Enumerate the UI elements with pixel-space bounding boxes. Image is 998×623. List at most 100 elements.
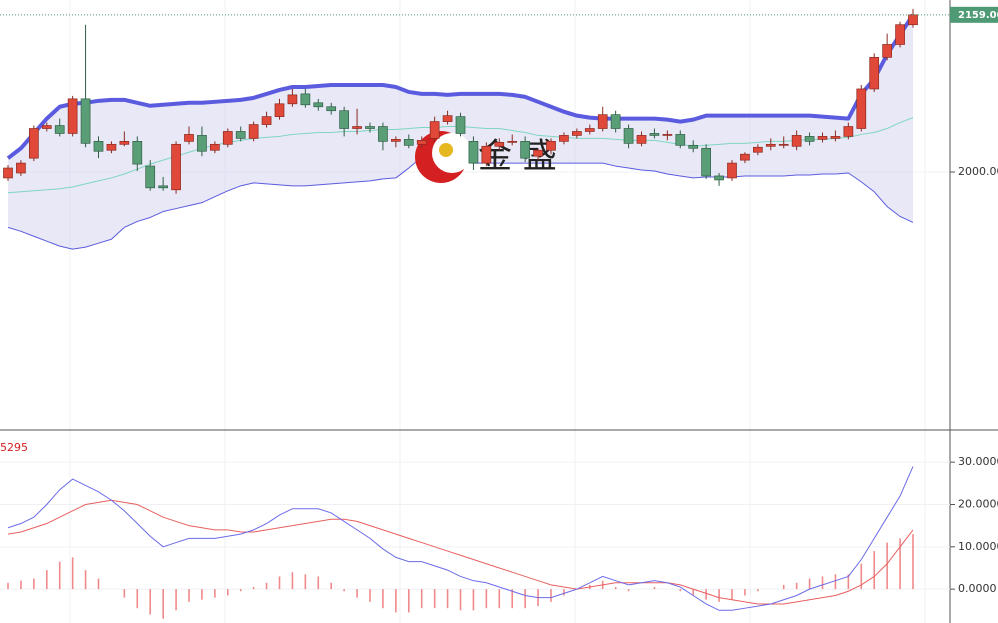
histogram-bar [175,589,177,611]
candle-body [41,125,52,129]
candle-body [54,125,65,134]
histogram-bar [265,582,268,590]
histogram-bar [291,572,294,590]
candle-body [145,165,156,189]
candle-body [119,141,130,145]
histogram-bar [123,589,126,598]
histogram-bar [472,589,475,611]
candle-body [675,134,686,146]
candle-body [584,128,595,132]
candle-body [248,124,259,139]
y-tick-label: 20.0000 [958,497,998,510]
candle-body [714,175,724,181]
candle-body [80,98,91,144]
candle-body [403,139,414,146]
candle-body [559,135,569,142]
candle-body [235,131,246,139]
candle-body [365,126,375,129]
histogram-bar [278,576,281,590]
candle-body [830,136,841,139]
histogram-bar [45,570,48,590]
histogram-bar [97,578,100,590]
candle-body [546,141,556,151]
histogram-bar [692,589,695,596]
histogram-bar [873,551,876,590]
histogram-bar [356,589,358,598]
candle-body [429,121,440,139]
candle-body [3,167,13,179]
histogram-bar [524,589,526,609]
candle-body [339,110,349,129]
histogram-bar [162,589,164,619]
candle-body [481,145,492,164]
y-tick-label: 2000.00 [958,165,998,178]
candle-body [817,136,828,140]
candle-body [197,135,207,152]
histogram-bar [886,542,888,590]
y-tick-label: 0.0000 [958,582,997,595]
histogram-bar [343,589,345,592]
candle-body [106,143,117,151]
candle-body [158,185,168,189]
candle-body [29,128,39,159]
histogram-bar [834,574,837,590]
candle-body [261,116,272,125]
candle-body [184,134,194,142]
candle-body [391,139,401,142]
candle-body [572,131,582,136]
candle-body [623,128,634,144]
histogram-bar [214,589,216,598]
candle-layer [3,8,918,194]
candle-body [649,133,660,136]
histogram-bar [330,582,333,590]
candle-body [274,103,285,117]
histogram-bar [550,589,552,602]
histogram-bar [485,589,488,609]
histogram-bar [201,589,203,600]
candle-body [171,143,181,191]
logo [415,131,472,183]
histogram-bar [821,576,824,590]
indicator-label: 5295 [0,441,28,454]
histogram-bar [860,563,863,590]
histogram-bar [718,589,720,602]
candle-body [688,144,699,149]
last-price-box [950,6,998,23]
histogram-bar [226,589,229,596]
candle-body [610,114,621,129]
candle-body [701,147,711,177]
band-upper [6,13,915,160]
candle-body [300,93,311,106]
histogram-bar [627,589,630,592]
histogram-bar [188,589,190,602]
histogram-bar [653,587,656,590]
histogram-bar [369,589,371,602]
histogram-bar [744,589,746,596]
candle-body [442,115,453,122]
y-tick-label: 30.0000 [958,455,998,468]
histogram-bar [317,576,320,590]
histogram-bar [433,589,436,609]
candle-body [662,134,673,136]
histogram-bar [757,589,759,592]
candle-body [597,114,608,129]
candle-body [326,106,337,112]
candle-body [16,162,26,174]
histogram-bar [511,589,514,609]
candle-body [287,94,298,105]
candle-body [908,14,918,26]
last-price-label: 2159.00 [958,10,998,21]
histogram-bar [912,534,914,590]
candle-body [222,131,233,145]
candle-body [93,141,104,152]
histogram-bar [395,589,397,613]
candle-body [494,141,505,147]
candle-body [352,126,362,129]
histogram-bar [239,589,242,592]
candle-body [778,143,789,146]
candle-body [869,56,880,90]
histogram-bar [304,574,307,590]
candle-body [132,141,143,165]
histogram-bar [58,561,61,590]
